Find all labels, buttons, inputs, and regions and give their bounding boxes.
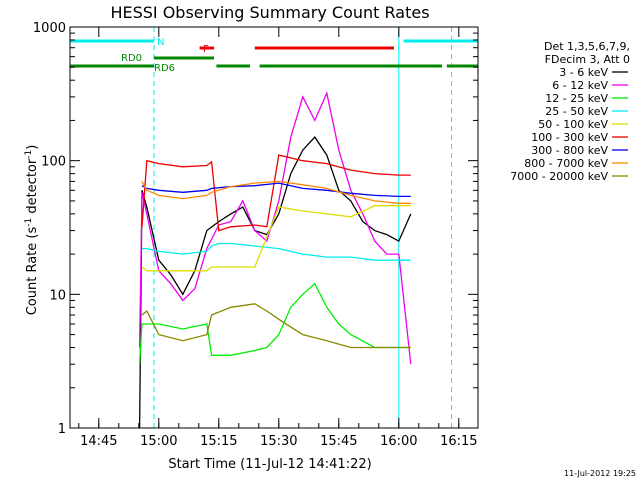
x-axis-label: Start Time (11-Jul-12 14:41:22) (168, 457, 371, 472)
y-tick-label-1: 10 (49, 288, 66, 303)
y-axis-label-part-2: detector (25, 158, 40, 218)
flag-label-f: F (203, 44, 209, 55)
legend-label-1: 6 - 12 keV (552, 79, 608, 92)
series-line-4 (141, 205, 411, 272)
flag-label-rd0: RD0 (121, 53, 142, 64)
series-line-8 (141, 303, 411, 349)
y-tick-label-3: 1000 (33, 21, 66, 36)
legend-label-4: 50 - 100 keV (538, 118, 608, 131)
series-line-6 (141, 182, 411, 198)
legend: Det 1,3,5,6,7,9,FDecim 3, Att 03 - 6 keV… (510, 40, 630, 183)
legend-label-8: 7000 - 20000 keV (510, 170, 608, 183)
legend-label-6: 300 - 800 keV (531, 144, 608, 157)
y-axis-label: Count Rate (s-1 detector-1) (24, 145, 40, 316)
series-line-2 (138, 282, 411, 365)
y-axis-label-superscript-2: -1 (24, 150, 34, 159)
legend-label-0: 3 - 6 keV (559, 66, 608, 79)
plot-frame (69, 26, 479, 429)
x-tick-label-4: 15:45 (320, 434, 357, 449)
y-axis-label-superscript-1: -1 (24, 218, 34, 227)
x-tick-label-6: 16:15 (440, 434, 477, 449)
legend-header-0: Det 1,3,5,6,7,9, (544, 40, 630, 53)
x-tick-label-5: 16:00 (380, 434, 417, 449)
y-tick-label-2: 100 (41, 155, 66, 170)
legend-header-1: FDecim 3, Att 0 (545, 53, 630, 66)
plot-area: N F RD0 RD6 (70, 27, 478, 429)
y-axis-label-part-3: ) (25, 145, 40, 150)
legend-label-2: 12 - 25 keV (545, 92, 608, 105)
series-line-3 (142, 242, 411, 261)
series-line-5 (141, 154, 411, 232)
legend-label-3: 25 - 50 keV (545, 105, 608, 118)
chart-title: HESSI Observing Summary Count Rates (110, 3, 429, 22)
y-tick-label-0: 1 (58, 422, 66, 437)
series-line-7 (141, 180, 411, 204)
x-tick-label-0: 14:45 (80, 434, 117, 449)
legend-label-7: 800 - 7000 keV (524, 157, 608, 170)
x-tick-label-1: 15:00 (140, 434, 177, 449)
axes: 1 10 100 1000 14:45 15:00 15:15 15:30 15:45 16:00… (33, 21, 479, 449)
x-tick-label-3: 15:30 (260, 434, 297, 449)
x-tick-label-2: 15:15 (200, 434, 237, 449)
series-line-0 (138, 136, 412, 429)
y-axis-label-part-1: Count Rate (s (25, 227, 40, 316)
series-line-1 (138, 90, 412, 365)
flag-label-n: N (157, 37, 164, 48)
flag-label-rd6: RD6 (154, 63, 175, 74)
legend-label-5: 100 - 300 keV (531, 131, 608, 144)
timestamp-footer: 11-Jul-2012 19:25 (564, 469, 636, 478)
